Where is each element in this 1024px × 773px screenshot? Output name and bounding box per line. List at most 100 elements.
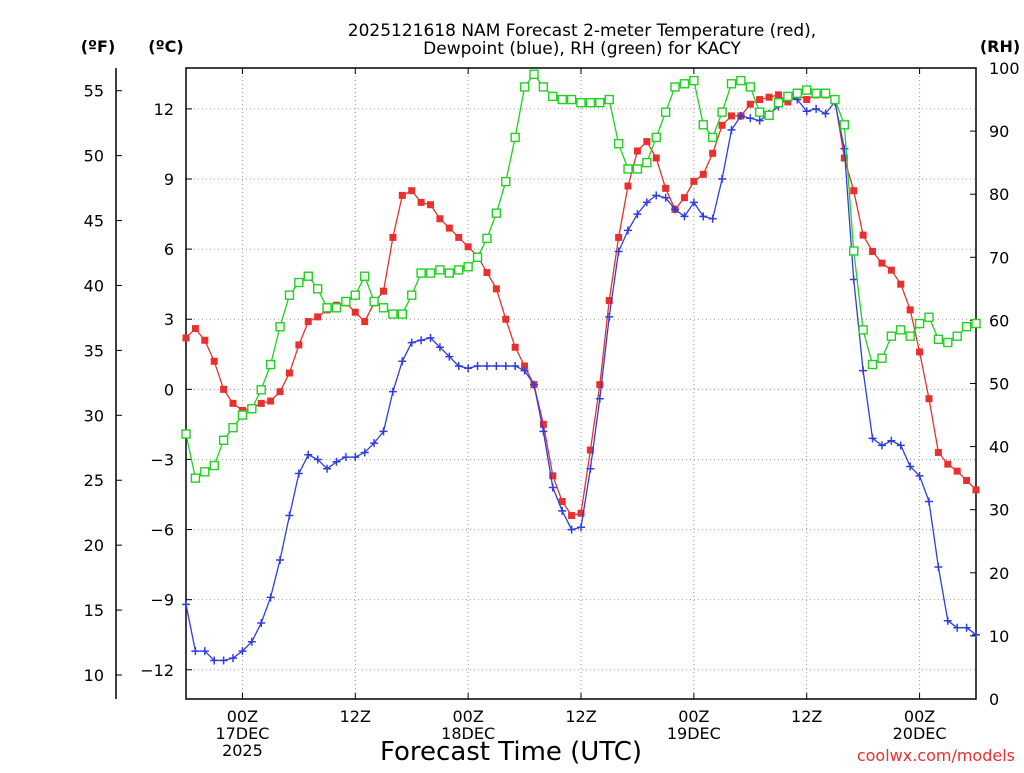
temperature-point <box>408 187 416 195</box>
dewpoint-point <box>934 562 943 571</box>
dewpoint-point <box>680 212 689 221</box>
temperature-point <box>502 315 510 323</box>
dewpoint-point <box>652 191 661 200</box>
dewpoint-point <box>906 462 915 471</box>
rh-tick-label: 0 <box>989 690 999 709</box>
dewpoint-point <box>182 600 190 609</box>
rh-point <box>585 98 596 108</box>
temperature-point <box>427 201 435 209</box>
rh-point <box>773 98 784 108</box>
temperature-point <box>652 154 660 162</box>
rh-point <box>256 385 266 395</box>
temperature-point <box>464 243 472 251</box>
temperature-point <box>210 357 218 365</box>
dewpoint-point <box>388 387 397 396</box>
temperature-point <box>436 215 444 223</box>
rh-point <box>679 79 690 89</box>
dewpoint-point <box>924 497 933 506</box>
rh-unit-label: (RH) <box>980 37 1020 56</box>
temperature-point <box>351 308 359 316</box>
rh-point <box>811 88 821 98</box>
rh-point <box>463 262 473 272</box>
dewpoint-point <box>229 654 238 663</box>
dewpoint-point <box>294 469 303 478</box>
dewpoint-point <box>859 366 868 375</box>
rh-point <box>303 271 313 281</box>
temperature-point <box>568 512 576 520</box>
dewpoint-point <box>577 523 585 532</box>
rh-point <box>849 246 859 256</box>
dewpoint-point <box>539 427 548 436</box>
temperature-point <box>887 266 895 274</box>
rh-point <box>670 82 680 92</box>
rh-point <box>491 208 502 218</box>
rh-point <box>369 296 379 307</box>
rh-tick-label: 80 <box>989 185 1009 204</box>
dewpoint-point <box>219 656 228 665</box>
fahrenheit-tick-label: 15 <box>84 601 104 620</box>
dewpoint-point <box>247 637 256 646</box>
temperature-point <box>389 233 397 241</box>
temperature-point <box>276 388 284 396</box>
fahrenheit-tick-label: 10 <box>84 666 104 685</box>
temperature-point <box>445 224 453 232</box>
dewpoint-point <box>943 616 952 625</box>
dewpoint-point <box>501 361 510 370</box>
dewpoint-point <box>671 205 680 214</box>
dewpoint-point <box>736 111 745 120</box>
temperature-point <box>586 446 594 454</box>
dewpoint-point <box>323 464 332 473</box>
dewpoint-point <box>953 623 962 632</box>
rh-point <box>294 277 304 288</box>
temperature-point <box>615 233 623 241</box>
dewpoint-point <box>558 506 567 515</box>
x-tick-label: 2025 <box>222 741 263 760</box>
rh-point <box>397 309 408 319</box>
temperature-point <box>605 297 613 305</box>
rh-point <box>867 359 878 370</box>
temperature-point <box>869 247 877 255</box>
temperature-point <box>295 341 303 349</box>
x-tick-label: 17DEC <box>215 724 269 743</box>
temperature-point <box>963 476 971 484</box>
rh-point <box>717 107 727 117</box>
rh-point <box>943 337 953 348</box>
rh-point <box>181 429 191 439</box>
dewpoint-point <box>210 656 219 665</box>
dewpoint-point <box>746 114 755 123</box>
dewpoint-point <box>896 441 905 450</box>
temperature-point <box>398 191 406 199</box>
x-tick-label: 20DEC <box>893 724 947 743</box>
rh-point <box>237 410 248 420</box>
dewpoint-point <box>849 275 858 284</box>
temperature-point <box>680 194 688 202</box>
rh-point <box>209 460 219 471</box>
rh-point <box>651 132 661 143</box>
celsius-tick-label: 0 <box>164 380 174 399</box>
temperature-point <box>972 486 980 494</box>
rh-point <box>736 75 746 86</box>
dewpoint-point <box>708 214 717 223</box>
dewpoint-point <box>699 212 708 221</box>
temperature-point <box>718 121 726 129</box>
x-tick-label: 00Z <box>904 707 935 726</box>
rh-point <box>247 404 257 414</box>
temperature-point <box>182 334 190 342</box>
dewpoint-point <box>426 333 435 342</box>
rh-tick-label: 20 <box>989 564 1009 583</box>
rh-point <box>228 422 238 433</box>
rh-point <box>312 284 323 294</box>
temperature-point <box>934 448 942 456</box>
temperature-point <box>267 397 275 405</box>
temperature-point <box>549 472 557 480</box>
rh-point <box>632 164 643 174</box>
rh-tick-label: 30 <box>989 501 1009 520</box>
x-tick-label: 12Z <box>791 707 822 726</box>
rh-point <box>961 322 972 332</box>
dewpoint-point <box>191 647 200 656</box>
rh-point <box>689 75 699 86</box>
rh-point <box>359 271 370 281</box>
rh-point <box>444 268 455 278</box>
dewpoint-point <box>520 366 529 375</box>
temperature-point <box>690 177 698 185</box>
